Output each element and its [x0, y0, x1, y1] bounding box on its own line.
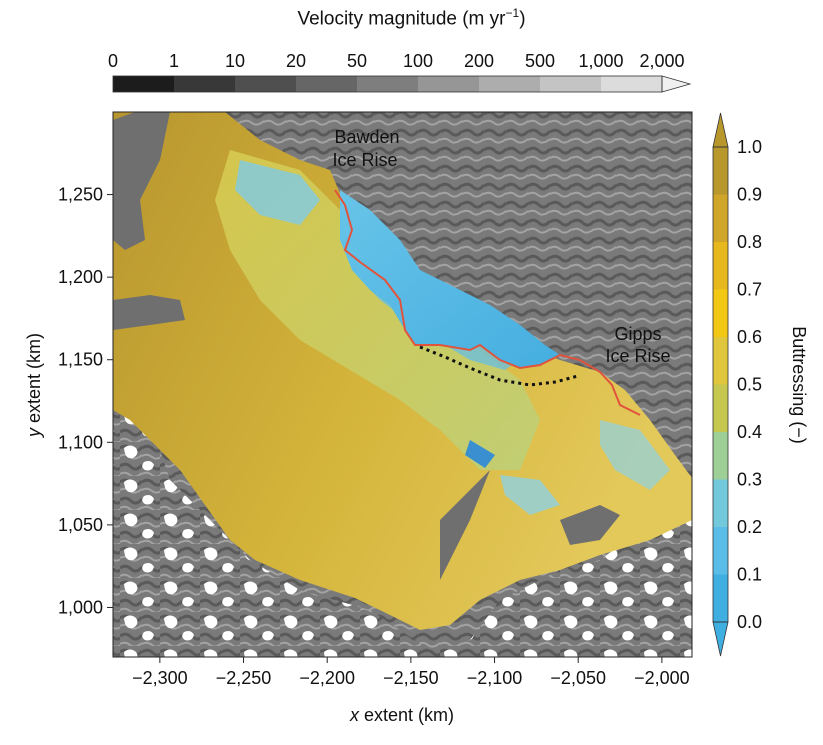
y-axis: 1,250 1,200 1,150 1,100 1,050 1,000 [58, 185, 113, 617]
x-tick-label: −2,000 [634, 668, 690, 688]
x-tick-label: −2,100 [467, 668, 523, 688]
buttressing-colorbar-segment [713, 147, 728, 195]
y-tick-label: 1,000 [58, 597, 103, 617]
buttressing-tick-label: 0.9 [737, 185, 762, 205]
x-tick-label: −2,300 [132, 668, 188, 688]
buttressing-colorbar-segment [713, 527, 728, 575]
velocity-colorbar-segment [479, 76, 540, 92]
velocity-tick-label: 10 [225, 51, 245, 71]
buttressing-colorbar-arrow-top [712, 112, 729, 148]
buttressing-tick-label: 0.5 [737, 375, 762, 395]
buttressing-colorbar-segment [713, 384, 728, 432]
buttressing-tick-label: 0.3 [737, 470, 762, 490]
velocity-colorbar-segment [113, 76, 174, 92]
annotation-gipps-line1: Gipps [614, 324, 661, 344]
velocity-tick-label: 200 [464, 51, 494, 71]
velocity-tick-label: 50 [347, 51, 367, 71]
buttressing-colorbar-segment [713, 432, 728, 480]
velocity-tick-label: 1,000 [578, 51, 623, 71]
velocity-colorbar-segment [357, 76, 418, 92]
x-tick-label: −2,150 [383, 668, 439, 688]
x-tick-label: −2,050 [550, 668, 606, 688]
buttressing-tick-label: 0.1 [737, 565, 762, 585]
buttressing-colorbar-segment [713, 242, 728, 290]
velocity-tick-label: 2,000 [639, 51, 684, 71]
y-tick-label: 1,250 [58, 185, 103, 205]
velocity-colorbar-title: Velocity magnitude (m yr−1) [297, 6, 526, 30]
buttressing-tick-label: 0.0 [737, 612, 762, 632]
velocity-tick-label: 100 [403, 51, 433, 71]
velocity-colorbar-segment [540, 76, 601, 92]
velocity-tick-label: 1 [169, 51, 179, 71]
velocity-tick-label: 20 [286, 51, 306, 71]
annotation-bawden-line1: Bawden [334, 127, 399, 147]
buttressing-colorbar: 1.0 0.9 0.8 0.7 0.6 0.5 0.4 0.3 0.2 0.1 0.0 [712, 112, 762, 657]
annotation-bawden-line2: Ice Rise [332, 150, 397, 170]
buttressing-tick-label: 1.0 [737, 137, 762, 157]
grounding-line [334, 189, 641, 416]
y-tick-label: 1,150 [58, 350, 103, 370]
velocity-colorbar: 0 1 10 20 50 100 200 500 1,000 2,000 [108, 51, 692, 93]
buttressing-tick-label: 0.2 [737, 517, 762, 537]
x-tick-label: −2,250 [216, 668, 272, 688]
x-axis: −2,300 −2,250 −2,200 −2,150 −2,100 −2,050 −2,0… [132, 657, 690, 688]
y-axis-label: y extent (km) [24, 333, 44, 439]
velocity-colorbar-segment [418, 76, 479, 92]
velocity-colorbar-segment [235, 76, 296, 92]
buttressing-tick-label: 0.4 [737, 422, 762, 442]
y-tick-label: 1,050 [58, 515, 103, 535]
x-axis-label: x extent (km) [349, 705, 454, 725]
buttressing-colorbar-arrow-bottom [712, 621, 729, 657]
y-tick-label: 1,100 [58, 432, 103, 452]
velocity-tick-label: 0 [108, 51, 118, 71]
buttressing-colorbar-frame [712, 146, 729, 623]
buttressing-colorbar-label: Buttressing (−) [789, 326, 809, 444]
buttressing-colorbar-segment [713, 194, 728, 242]
velocity-colorbar-segment [296, 76, 357, 92]
buttressing-colorbar-segment [713, 479, 728, 527]
velocity-tick-label: 500 [525, 51, 555, 71]
velocity-colorbar-segment [601, 76, 662, 92]
velocity-colorbar-arrow [661, 75, 692, 93]
map-field [113, 112, 692, 657]
velocity-colorbar-frame [112, 75, 663, 93]
buttressing-tick-label: 0.8 [737, 232, 762, 252]
buttressing-colorbar-segment [713, 289, 728, 337]
buttressing-tick-label: 0.7 [737, 280, 762, 300]
buttressing-colorbar-segment [713, 574, 728, 622]
buttressing-tick-label: 0.6 [737, 327, 762, 347]
buttressing-colorbar-segment [713, 337, 728, 385]
annotation-gipps-line2: Ice Rise [605, 346, 670, 366]
x-tick-label: −2,200 [299, 668, 355, 688]
plot-frame [112, 111, 693, 658]
y-tick-label: 1,200 [58, 267, 103, 287]
dotted-line [419, 345, 579, 387]
velocity-colorbar-segment [174, 76, 235, 92]
